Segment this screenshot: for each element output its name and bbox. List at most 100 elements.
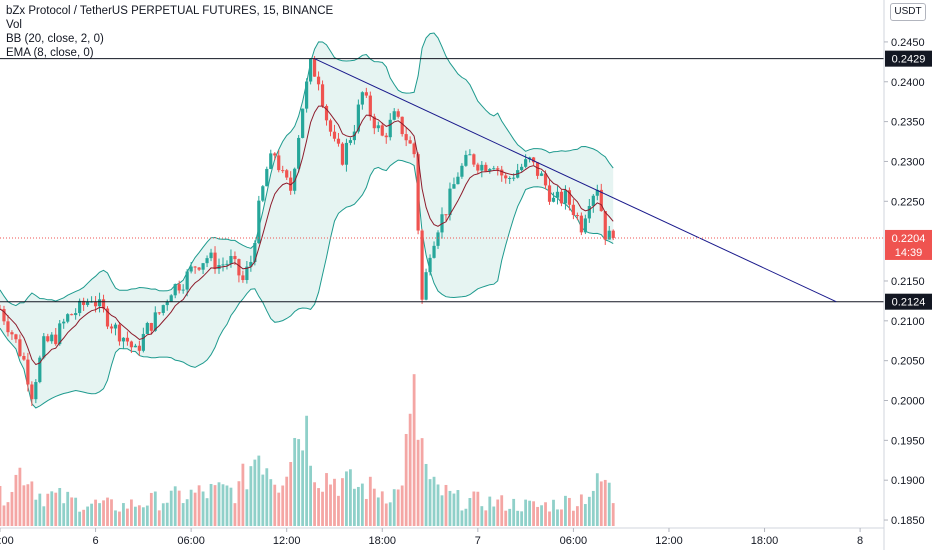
candle-body: [165, 301, 169, 306]
candle-body: [312, 58, 317, 77]
volume-bar: [106, 497, 109, 526]
volume-bar: [133, 506, 137, 526]
volume-bar: [392, 489, 396, 526]
candle-body: [197, 267, 201, 270]
currency-badge[interactable]: USDT: [890, 3, 926, 21]
volume-bar: [70, 497, 74, 526]
volume-bar: [285, 476, 289, 526]
price-tick-label: 0.1900: [891, 475, 925, 487]
candle-body: [54, 334, 58, 345]
candle-body: [14, 334, 18, 340]
legend-vol[interactable]: Vol: [6, 19, 22, 31]
candle-body: [257, 200, 261, 244]
volume-bar: [333, 478, 336, 526]
chart-legend: bZx Protocol / TetherUS PERPETUAL FUTURE…: [6, 4, 333, 60]
candle-body: [245, 266, 249, 281]
candle-body: [400, 116, 404, 135]
candle-body: [504, 175, 508, 179]
legend-ema[interactable]: EMA (8, close, 0): [6, 47, 94, 59]
candle-body: [169, 295, 173, 302]
price-tick-label: 0.2350: [891, 117, 925, 129]
volume-bar: [42, 506, 46, 526]
candle-body: [603, 211, 607, 240]
candle-body: [2, 309, 6, 322]
volume-bar: [305, 415, 309, 526]
candle-body: [221, 264, 225, 266]
volume-bar: [0, 485, 2, 526]
candle-body: [149, 322, 153, 331]
candle-body: [595, 189, 599, 196]
candle-body: [125, 337, 130, 342]
candle-body: [10, 332, 14, 335]
candle-body: [273, 153, 277, 156]
volume-bar: [500, 495, 504, 526]
volume-bar: [496, 499, 500, 526]
price-tick-label: 0.2450: [891, 37, 925, 49]
candle-body: [496, 168, 500, 170]
volume-bar: [384, 503, 388, 526]
candle-body: [348, 140, 353, 143]
volume-bar: [118, 511, 121, 526]
volume-bar: [349, 469, 352, 526]
volume-bar: [313, 482, 316, 526]
time-tick-label: 18:00: [0, 535, 14, 547]
candle-body: [547, 185, 552, 202]
candle-body: [145, 322, 149, 334]
candle-body: [428, 257, 432, 273]
candle-body: [384, 135, 388, 138]
candle-body: [575, 215, 579, 217]
time-tick-label: 6: [93, 535, 99, 547]
candle-body: [456, 176, 460, 185]
volume-bar: [484, 510, 488, 526]
candle-body: [432, 245, 436, 258]
volume-bar: [277, 492, 281, 526]
volume-bar: [460, 510, 464, 526]
candle-body: [70, 314, 74, 316]
candle-body: [113, 324, 118, 329]
candle-body: [301, 108, 305, 138]
candle-body: [460, 165, 464, 177]
current-price-label: 0.2204: [892, 233, 926, 245]
candle-body: [380, 125, 384, 136]
volume-bar: [508, 508, 512, 526]
candle-body: [340, 143, 345, 165]
volume-bar: [337, 495, 340, 526]
candle-body: [531, 157, 536, 163]
volume-bar: [544, 502, 547, 526]
candle-body: [293, 168, 297, 191]
ema-line: [0, 105, 614, 366]
volume-bar: [380, 491, 384, 526]
candle-body: [117, 324, 122, 342]
price-tick-label: 0.2000: [891, 396, 925, 408]
candle-body: [34, 382, 38, 400]
candle-body: [129, 341, 134, 348]
candle-body: [50, 334, 54, 342]
legend-bb[interactable]: BB (20, close, 2, 0): [6, 33, 104, 45]
volume-bar: [424, 463, 428, 526]
volume-bar: [201, 491, 205, 526]
volume-bar: [412, 374, 416, 526]
volume-bar: [169, 490, 173, 526]
candle-body: [249, 262, 253, 267]
candle-body: [141, 333, 145, 351]
volume-bar: [209, 483, 213, 526]
volume-bar: [488, 496, 492, 526]
volume-bar: [58, 488, 62, 526]
level-price-label: 0.2429: [892, 54, 926, 66]
volume-bar: [404, 433, 408, 526]
candle-body: [420, 230, 424, 300]
volume-bar: [591, 490, 595, 526]
candle-body: [436, 232, 440, 246]
volume-bar: [102, 500, 105, 526]
candle-body: [42, 336, 46, 358]
candle-body: [281, 170, 285, 172]
volume-bar: [165, 502, 169, 526]
candle-body: [416, 154, 420, 231]
volume-bar: [78, 511, 82, 526]
volume-bar: [536, 506, 539, 526]
candle-body: [324, 105, 329, 121]
time-tick-label: 12:00: [273, 535, 301, 547]
volume-bar: [257, 455, 261, 526]
candle-body: [82, 300, 86, 305]
